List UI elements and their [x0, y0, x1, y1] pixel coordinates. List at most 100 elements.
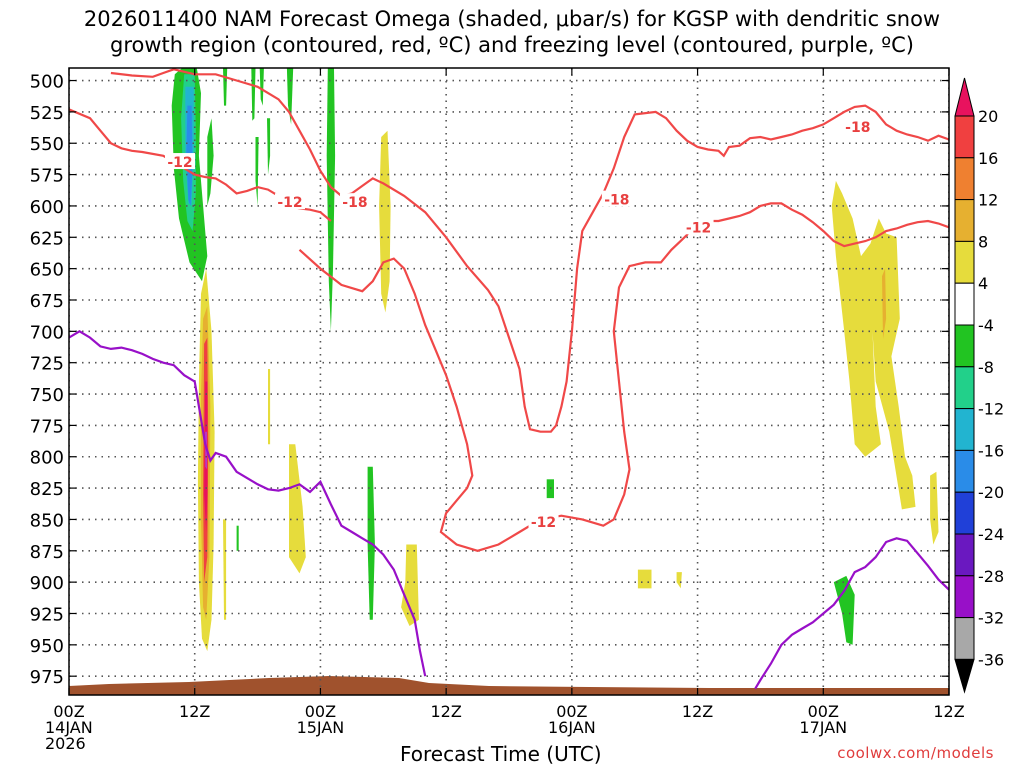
- contour-label-bg-4: [683, 218, 714, 235]
- y-tick-label-775: 775: [30, 416, 64, 437]
- colorbar-label-8: -16: [978, 441, 1004, 460]
- omega-fill-yellow-small1: [223, 519, 227, 620]
- contour-label-1: -12: [277, 195, 302, 211]
- contour-line-2: [298, 202, 949, 552]
- omega-fill-yellow-dot1: [637, 569, 652, 589]
- colorbar-label-10: -24: [978, 525, 1004, 544]
- omega-fill-green-streak2: [207, 118, 214, 206]
- contour-label-bg-5: [528, 512, 559, 529]
- y-tick-label-750: 750: [30, 385, 64, 406]
- plot-frame: [68, 67, 950, 696]
- colorbar-segment-2: [954, 157, 975, 201]
- contour-line-1: [110, 68, 949, 433]
- x-tick-label-0-2: 2026: [45, 734, 86, 753]
- x-tick-label-72-0: 00Z: [808, 702, 839, 721]
- x-tick-label-60-0: 12Z: [682, 702, 713, 721]
- y-tick-label-925: 925: [30, 604, 64, 625]
- colorbar-segment-13: [954, 617, 975, 660]
- credit-text: coolwx.com/models: [837, 744, 994, 762]
- colorbar-label-12: -32: [978, 609, 1004, 628]
- omega-fill-green-right: [833, 575, 855, 645]
- omega-fill-yellow-dot2: [676, 572, 682, 589]
- contour-label-bg-6: [842, 117, 873, 134]
- contour-label-bg-2: [339, 193, 370, 210]
- colorbar-segment-10: [954, 491, 975, 535]
- y-tick-label-875: 875: [30, 542, 64, 563]
- omega-fill-yellow-small2: [268, 369, 271, 445]
- omega-fill-yellow-right2: [930, 471, 939, 545]
- x-tick-label-48-0: 00Z: [556, 702, 587, 721]
- colorbar-label-6: -8: [978, 358, 994, 377]
- y-tick-label-900: 900: [30, 573, 64, 594]
- x-tick-label-36-0: 12Z: [430, 702, 461, 721]
- y-tick-label-850: 850: [30, 510, 64, 531]
- colorbar-label-1: 16: [978, 149, 998, 168]
- contour-label-0: -12: [167, 155, 192, 171]
- x-tick-label-12-0: 12Z: [179, 702, 210, 721]
- x-tick-label-24-0: 00Z: [305, 702, 336, 721]
- omega-fill-green-streak5: [286, 68, 294, 125]
- x-tick-label-0-0: 00Z: [53, 702, 84, 721]
- omega-fill-green-streak1: [223, 68, 228, 106]
- omega-fill-green-column: [326, 68, 336, 332]
- contour-label-3: -18: [604, 193, 629, 209]
- contour-label-6: -18: [845, 120, 870, 136]
- omega-fill-yellow-right: [831, 180, 916, 510]
- colorbar-label-11: -28: [978, 567, 1004, 586]
- colorbar-segment-1: [954, 115, 975, 159]
- y-tick-label-625: 625: [30, 228, 64, 249]
- y-tick-label-725: 725: [30, 354, 64, 375]
- y-tick-label-525: 525: [30, 103, 64, 124]
- contour-label-5: -12: [531, 515, 556, 531]
- y-tick-label-950: 950: [30, 636, 64, 657]
- omega-fill-green-streak3: [251, 68, 256, 121]
- colorbar-label-0: 20: [978, 107, 998, 126]
- y-tick-label-500: 500: [30, 72, 64, 93]
- omega-fill-yellow-small3: [289, 444, 306, 574]
- colorbar-segment-12: [954, 575, 975, 619]
- colorbar-label-5: -4: [978, 316, 994, 335]
- omega-fill-yellow-column: [379, 130, 391, 313]
- y-tick-label-550: 550: [30, 134, 64, 155]
- omega-fill-green-streak7: [267, 118, 271, 175]
- colorbar-segment-3: [954, 199, 975, 242]
- colorbar-segment-11: [954, 533, 975, 577]
- y-tick-label-800: 800: [30, 448, 64, 469]
- colorbar-segment-8: [954, 408, 975, 451]
- colorbar-label-3: 8: [978, 232, 988, 251]
- colorbar-label-9: -20: [978, 483, 1004, 502]
- omega-fill-green-streak6: [255, 137, 259, 206]
- colorbar-segment-9: [954, 449, 975, 493]
- omega-fill-yellow-lower: [401, 544, 419, 626]
- chart-title-line1: 2026011400 NAM Forecast Omega (shaded, μ…: [83, 7, 941, 31]
- contour-label-4: -12: [686, 220, 711, 236]
- omega-fill-green-streak4: [259, 68, 264, 106]
- y-tick-label-700: 700: [30, 322, 64, 343]
- contour-label-bg-3: [601, 190, 632, 207]
- colorbar-label-13: -36: [978, 650, 1004, 669]
- omega-fill-orange-right: [882, 268, 887, 339]
- colorbar-bottom-arrow: [954, 658, 975, 694]
- freezing-level-line-0: [69, 330, 427, 677]
- contour-label-bg-0: [165, 153, 195, 170]
- freezing-level-line-1: [754, 537, 949, 690]
- contour-label-bg-1: [275, 193, 305, 210]
- colorbar-segment-7: [954, 366, 975, 410]
- colorbar-label-2: 12: [978, 191, 998, 210]
- y-tick-label-575: 575: [30, 166, 64, 187]
- colorbar-segment-5: [954, 282, 975, 326]
- x-axis-label: Forecast Time (UTC): [400, 742, 602, 766]
- colorbar-segment-4: [954, 240, 975, 284]
- x-tick-label-0-1: 14JAN: [45, 718, 93, 737]
- y-tick-label-675: 675: [30, 291, 64, 312]
- chart-title-line2: growth region (contoured, red, ºC) and f…: [110, 33, 914, 57]
- x-tick-label-72-1: 17JAN: [799, 718, 847, 737]
- y-tick-label-975: 975: [30, 667, 64, 688]
- x-tick-label-48-1: 16JAN: [548, 718, 596, 737]
- colorbar-top-arrow: [954, 77, 975, 117]
- colorbar-label-4: 4: [978, 274, 988, 293]
- y-tick-label-600: 600: [30, 197, 64, 218]
- x-tick-label-84-0: 12Z: [933, 702, 964, 721]
- terrain-strip: [69, 676, 949, 695]
